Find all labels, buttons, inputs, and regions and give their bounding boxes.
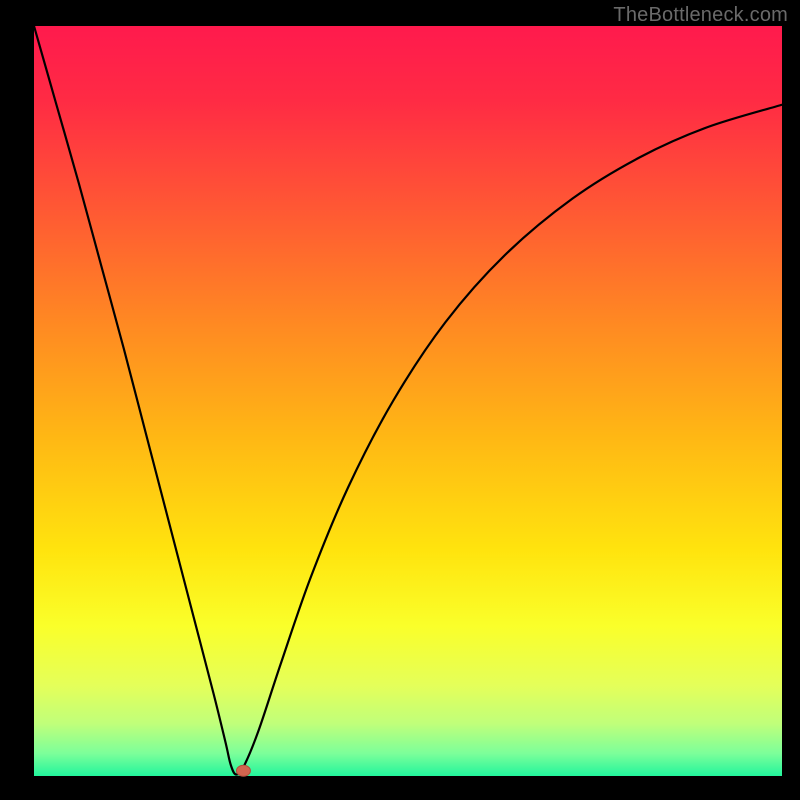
watermark-text: TheBottleneck.com (613, 4, 788, 27)
optimal-point-marker (236, 765, 250, 776)
plot-background (34, 26, 782, 776)
bottleneck-chart (0, 0, 800, 800)
